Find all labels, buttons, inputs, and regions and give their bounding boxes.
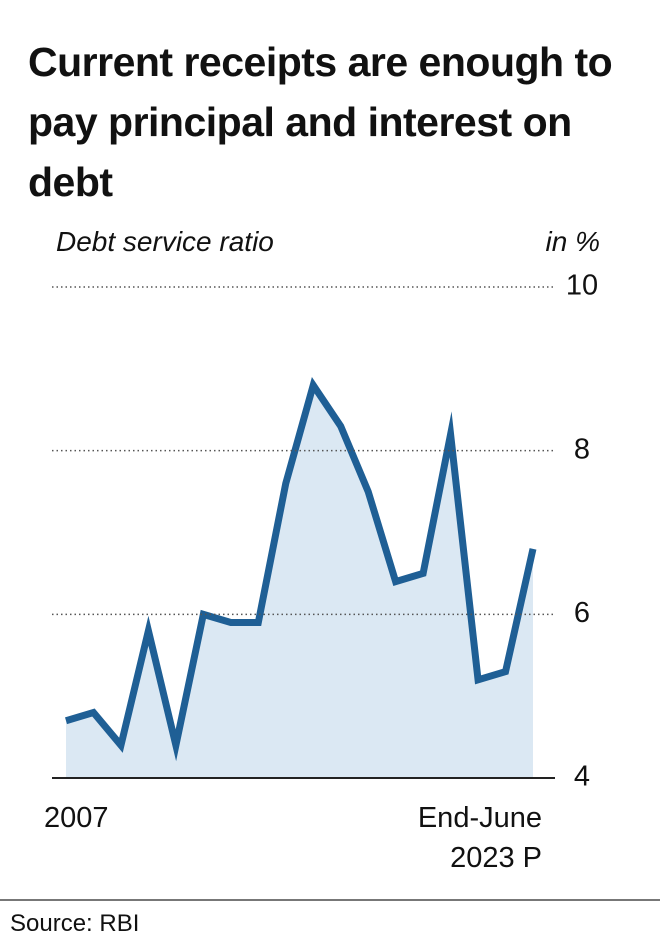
- x-tick-label: 2007: [44, 802, 109, 834]
- area: [66, 385, 533, 778]
- y-tick-label: 10: [566, 270, 598, 302]
- y-tick-label: 6: [574, 597, 590, 629]
- source-rule: [0, 899, 660, 901]
- source: Source: RBI: [10, 910, 140, 937]
- x-tick-label: End-June 2023 P: [417, 802, 542, 874]
- chart-title: Current receipts are enough to pay princ…: [28, 39, 613, 205]
- unit-label: in %: [545, 226, 600, 257]
- line: [65, 376, 537, 762]
- y-tick-label: 4: [574, 761, 590, 793]
- chart: 4 6 8 10: [52, 270, 598, 793]
- y-tick-label: 8: [574, 433, 590, 465]
- chart-subtitle: Debt service ratio: [56, 226, 274, 257]
